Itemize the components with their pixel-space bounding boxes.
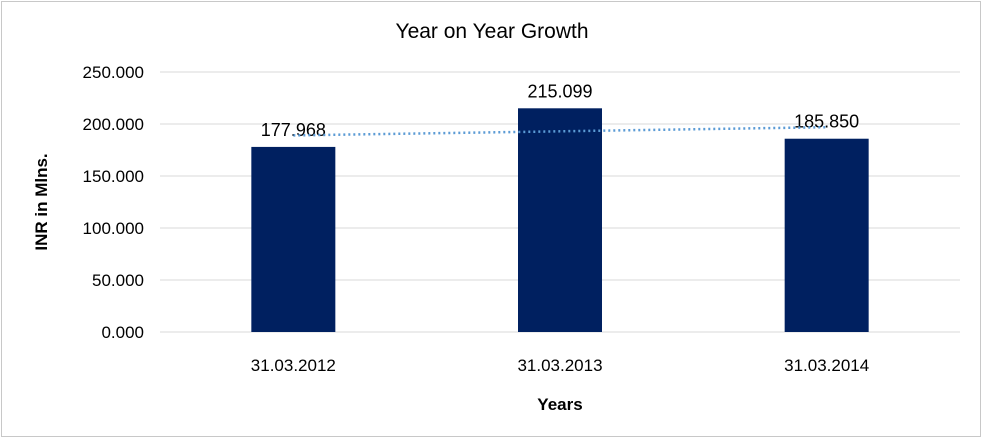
x-tick-label: 31.03.2014 [784,356,869,375]
data-label: 177.968 [261,120,326,140]
chart-title: Year on Year Growth [395,20,588,43]
x-tick-label: 31.03.2013 [517,356,602,375]
y-tick-label: 50.000 [92,271,144,290]
y-tick-label: 200.000 [83,115,144,134]
y-tick-label: 150.000 [83,167,144,186]
bar [518,108,602,332]
x-axis-label: Years [537,395,582,414]
x-axis-ticks: 31.03.2012 31.03.2013 31.03.2014 [251,356,869,375]
x-tick-label: 31.03.2012 [251,356,336,375]
data-label: 185.850 [794,112,859,132]
y-tick-label: 250.000 [83,63,144,82]
y-axis-ticks: 0.000 50.000 100.000 150.000 200.000 250.000 [83,63,144,342]
data-label: 215.099 [527,81,592,101]
trendline [293,125,827,137]
y-tick-label: 100.000 [83,219,144,238]
bars [251,108,869,332]
bar [251,146,336,332]
bar [784,138,869,332]
y-axis-label: INR in Mlns. [32,153,51,250]
y-tick-label: 0.000 [101,323,144,342]
